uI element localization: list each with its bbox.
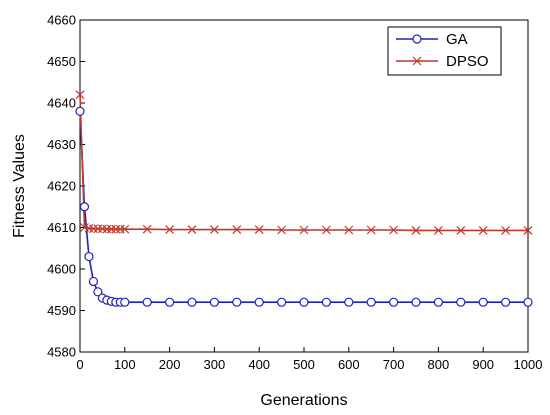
- data-point-ga: [433, 297, 443, 307]
- data-point-dpso: [277, 225, 287, 235]
- data-point-ga: [277, 297, 287, 307]
- y-tick-label: 4580: [47, 345, 76, 360]
- data-point-ga: [254, 297, 264, 307]
- y-tick-label: 4650: [47, 54, 76, 69]
- data-point-dpso: [389, 225, 399, 235]
- data-point-dpso: [321, 225, 331, 235]
- legend-marker-ga: [412, 34, 422, 44]
- data-point-dpso: [120, 224, 130, 234]
- data-point-ga: [478, 297, 488, 307]
- data-point-ga: [165, 297, 175, 307]
- axis-ticks: 0 100 200 300 400 500 600 700 800 900 1000 4580 4590…: [47, 13, 542, 373]
- data-point-ga: [84, 251, 94, 262]
- data-point-ga: [142, 297, 152, 307]
- data-point-ga: [321, 297, 331, 307]
- data-point-dpso: [366, 225, 376, 235]
- x-tick-label: 300: [204, 357, 226, 372]
- y-tick-label: 4630: [47, 137, 76, 152]
- x-tick-label: 700: [383, 357, 405, 372]
- data-point-ga: [523, 297, 533, 307]
- data-point-dpso: [111, 224, 121, 234]
- y-axis-title: Fitness Values: [11, 134, 28, 238]
- data-point-dpso: [478, 225, 488, 235]
- x-tick-label: 200: [159, 357, 181, 372]
- legend-label-ga: GA: [446, 31, 468, 48]
- data-point-ga: [366, 297, 376, 307]
- data-point-dpso: [344, 225, 354, 235]
- data-point-dpso: [209, 225, 219, 234]
- y-tick-label: 4600: [47, 262, 76, 277]
- data-point-dpso: [299, 225, 309, 235]
- y-tick-label: 4590: [47, 303, 76, 318]
- data-point-dpso: [501, 225, 511, 235]
- data-point-ga: [232, 297, 242, 307]
- data-point-ga: [344, 297, 354, 307]
- data-point-ga: [75, 106, 85, 116]
- legend-marker-dpso: [412, 56, 422, 66]
- data-point-ga: [411, 297, 421, 307]
- data-point-ga: [93, 287, 103, 297]
- y-tick-label: 4660: [47, 13, 76, 28]
- data-point-dpso: [75, 90, 85, 100]
- x-tick-label: 800: [428, 357, 450, 372]
- data-point-dpso: [93, 224, 103, 234]
- data-point-dpso: [165, 225, 175, 234]
- data-point-ga: [501, 297, 511, 307]
- data-point-dpso: [232, 225, 242, 234]
- data-point-dpso: [411, 225, 421, 235]
- x-tick-label: 600: [338, 357, 360, 372]
- data-point-ga: [88, 276, 99, 287]
- x-axis-title: Generations: [260, 392, 347, 409]
- data-point-dpso: [102, 224, 112, 234]
- data-point-dpso: [254, 225, 264, 234]
- data-point-ga: [456, 297, 466, 307]
- data-point-dpso: [89, 224, 98, 234]
- data-point-dpso: [106, 224, 116, 234]
- legend-box: [387, 26, 502, 76]
- data-point-dpso: [115, 224, 125, 234]
- x-tick-label: 1000: [514, 357, 543, 372]
- data-point-ga: [187, 297, 197, 307]
- data-point-dpso: [456, 225, 466, 235]
- legend: GA DPSO: [387, 26, 502, 76]
- x-tick-label: 500: [293, 357, 315, 372]
- data-point-dpso: [187, 225, 197, 234]
- y-tick-label: 4620: [47, 179, 76, 194]
- data-point-dpso: [433, 225, 443, 235]
- y-tick-label: 4640: [47, 96, 76, 111]
- x-tick-label: 900: [472, 357, 494, 372]
- x-tick-label: 100: [114, 357, 136, 372]
- data-point-ga: [120, 297, 130, 307]
- data-point-ga: [209, 297, 219, 307]
- legend-label-dpso: DPSO: [446, 53, 489, 70]
- x-tick-label: 0: [76, 357, 83, 372]
- data-point-dpso: [142, 224, 152, 234]
- data-point-ga: [299, 297, 309, 307]
- data-point-ga: [79, 202, 90, 212]
- data-point-ga: [389, 297, 399, 307]
- y-tick-label: 4610: [47, 220, 76, 235]
- x-tick-label: 400: [248, 357, 270, 372]
- data-point-dpso: [523, 225, 533, 235]
- series-markers: [75, 90, 533, 307]
